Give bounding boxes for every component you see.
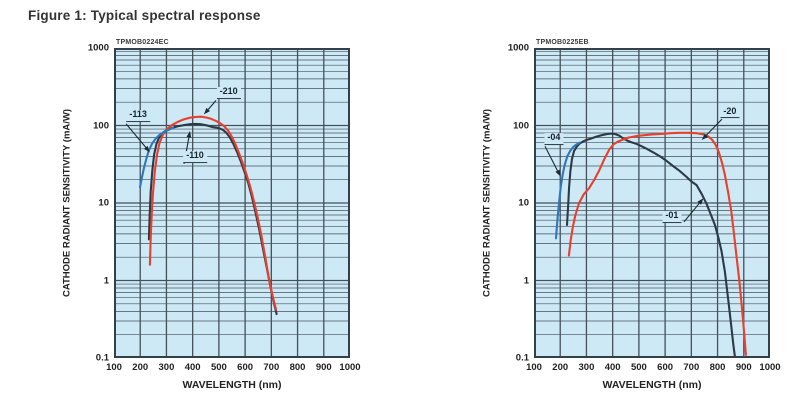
y-tick-label: 100	[93, 120, 109, 131]
y-tick-label: 1000	[87, 42, 109, 54]
x-tick-label: 700	[683, 362, 700, 373]
spectral-chart-right: TPMOB0225EB CATHODE RADIANT SENSITIVITY …	[482, 39, 781, 391]
x-tick-label: 400	[184, 362, 201, 373]
x-tick-label: 900	[735, 362, 752, 373]
x-tick-label: 800	[289, 362, 306, 373]
curve-label-113: -113	[126, 110, 150, 123]
x-tick-label: 100	[106, 362, 122, 373]
x-tick-label: 500	[210, 362, 227, 373]
curve-label-110: -110	[183, 150, 207, 164]
y-tick-label: 1	[103, 275, 109, 286]
x-tick-label: 600	[657, 362, 674, 373]
curve-label-04: -04	[544, 132, 564, 145]
chart-code-left: TPMOB0224EC	[116, 39, 169, 46]
y-tick-label: 1	[523, 275, 529, 286]
curve-label-01: -01	[662, 210, 682, 223]
y-axis-title-left: CATHODE RADIANT SENSITIVITY (mA/W)	[61, 108, 73, 298]
chart-canvas	[534, 48, 770, 358]
curve-label-210: -210	[216, 86, 241, 100]
x-tick-label: 300	[158, 362, 175, 373]
y-tick-label: 1000	[507, 42, 529, 54]
x-axis-title-right: WAVELENGTH (nm)	[602, 379, 702, 391]
x-tick-label: 600	[237, 362, 254, 373]
y-tick-label: 0.1	[95, 352, 109, 364]
figure-title: Figure 1: Typical spectral response	[28, 8, 261, 23]
x-tick-label: 700	[263, 362, 280, 373]
x-tick-label: 300	[578, 362, 595, 373]
x-axis-title-left: WAVELENGTH (nm)	[182, 379, 282, 391]
x-tick-label: 200	[552, 362, 569, 373]
x-tick-label: 800	[709, 362, 726, 373]
x-tick-label: 1000	[339, 362, 361, 373]
x-tick-label: 900	[315, 362, 332, 373]
x-tick-label: 400	[604, 362, 621, 373]
x-tick-label: 500	[630, 362, 647, 373]
y-tick-label: 10	[98, 197, 109, 209]
y-axis-title-right: CATHODE RADIANT SENSITIVITY (mA/W)	[481, 108, 493, 298]
chart-code-right: TPMOB0225EB	[536, 39, 589, 46]
y-tick-label: 0.1	[515, 352, 529, 364]
y-tick-label: 100	[513, 120, 529, 131]
chart-canvas	[114, 48, 350, 358]
x-tick-label: 200	[132, 362, 149, 373]
spectral-chart-left: TPMOB0224EC CATHODE RADIANT SENSITIVITY …	[62, 39, 361, 391]
y-tick-label: 10	[518, 197, 529, 209]
curve-label-20: -20	[720, 106, 740, 119]
x-tick-label: 100	[526, 362, 542, 373]
x-tick-label: 1000	[759, 362, 781, 373]
